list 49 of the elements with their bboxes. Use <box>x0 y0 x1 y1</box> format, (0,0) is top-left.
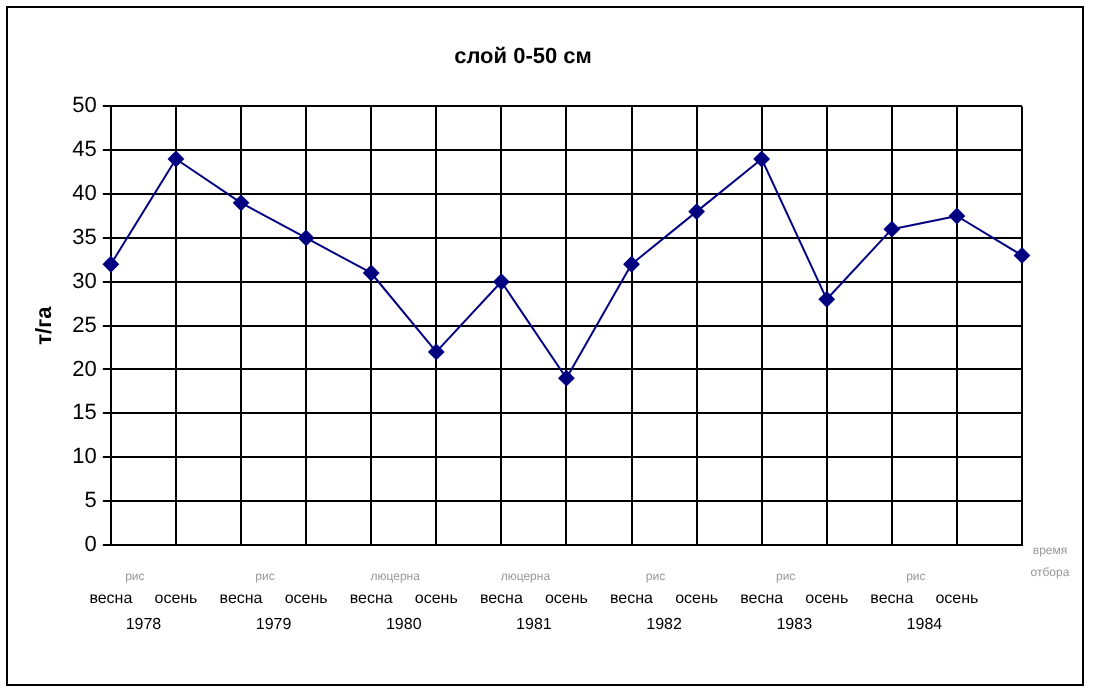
x-tick-label: осень <box>675 588 719 607</box>
text: 1982 <box>646 615 683 634</box>
y-tick-label: 20 <box>72 357 97 382</box>
text: 1978 <box>125 615 163 634</box>
x-tick-label: осень <box>935 588 979 607</box>
x-tick-label: весна <box>870 588 915 607</box>
point <box>818 291 835 308</box>
x-tick-label: весна <box>479 588 524 607</box>
point <box>688 203 705 220</box>
x-tick-label: весна <box>740 588 785 607</box>
x-tick-label: весна <box>349 588 394 607</box>
text: 1983 <box>776 615 814 634</box>
text: 1984 <box>906 615 944 634</box>
point <box>428 343 445 360</box>
y-tick-label: 15 <box>72 401 97 426</box>
chart-title: слой 0-50 см <box>454 45 592 70</box>
point <box>558 370 575 387</box>
point <box>167 151 184 168</box>
y-tick-label: 40 <box>72 182 97 207</box>
y-tick-label: 5 <box>84 489 97 514</box>
y-axis-title: т/га <box>33 304 58 345</box>
x-tick-label: осень <box>154 588 198 607</box>
x-tick-label: весна <box>219 588 264 607</box>
point <box>623 256 640 273</box>
y-tick-label: 50 <box>72 94 97 119</box>
x-tick-label: осень <box>414 588 458 607</box>
point <box>883 221 900 238</box>
point <box>493 273 510 290</box>
point <box>363 264 380 281</box>
text: 1980 <box>385 615 423 634</box>
y-tick-label: 25 <box>72 313 97 338</box>
text: 1981 <box>516 615 553 634</box>
x-tick-label: осень <box>805 588 849 607</box>
x-tick-label: осень <box>284 588 328 607</box>
y-tick-label: 45 <box>72 138 97 163</box>
point <box>298 229 315 246</box>
point <box>233 194 250 211</box>
text: 1979 <box>255 615 293 634</box>
y-tick-label: 0 <box>84 532 97 557</box>
y-tick-label: 30 <box>72 269 97 294</box>
y-tick-label: 35 <box>72 225 97 250</box>
x-tick-label: весна <box>89 588 134 607</box>
point <box>1014 247 1030 264</box>
y-tick-label: 10 <box>72 445 97 470</box>
x-tick-label: осень <box>544 588 588 607</box>
point <box>753 151 770 168</box>
x-tick-label: весна <box>610 588 655 607</box>
point <box>948 208 965 224</box>
point <box>102 256 119 273</box>
